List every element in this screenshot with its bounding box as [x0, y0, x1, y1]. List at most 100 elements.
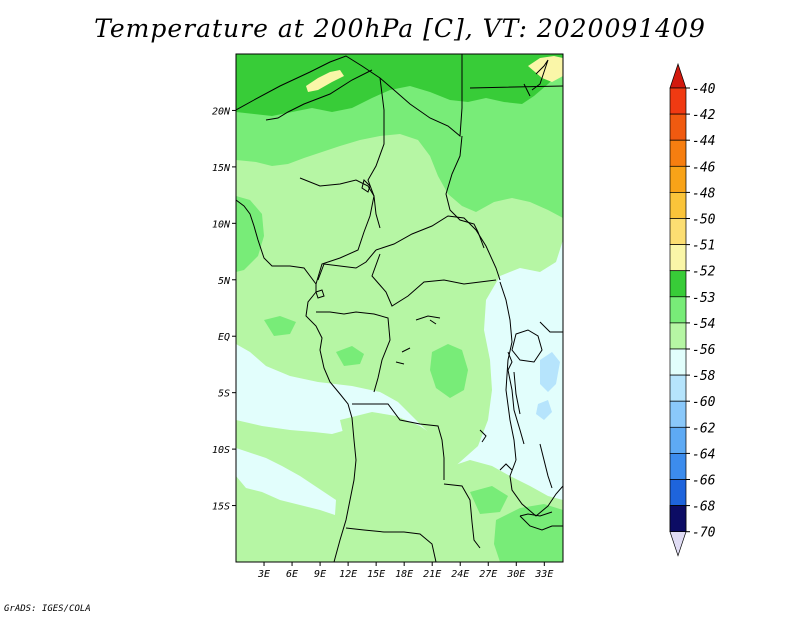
colorbar-label: -70	[692, 526, 716, 541]
lon-tick-label: 24E	[451, 569, 469, 580]
lon-tick-label: 9E	[314, 569, 326, 580]
country-borders	[236, 54, 563, 562]
lake-tanganyika	[507, 369, 525, 445]
colorbar-label: -64	[692, 447, 715, 462]
lat-tick-label: EQ	[218, 332, 230, 343]
border-car-south	[371, 253, 497, 307]
field-band-minus51-n	[306, 70, 344, 92]
lat-tick-label: 5N	[218, 276, 231, 287]
field-band-minus53-congo	[430, 344, 468, 398]
border-sudan-east	[469, 83, 563, 97]
lon-tick-label: 18E	[395, 569, 413, 580]
field-band-minus53-gulf	[264, 316, 296, 336]
island-bioko	[315, 289, 325, 299]
lat-tick-label: 5S	[218, 389, 230, 400]
border-zambia-east	[509, 459, 563, 517]
colorbar-swatch	[669, 453, 687, 480]
river-marks	[395, 315, 553, 517]
colorbar-swatch	[669, 218, 687, 245]
colorbar-bottom-arrow	[669, 531, 687, 557]
lon-tick-label: 33E	[534, 569, 553, 580]
colorbar-swatch	[669, 113, 687, 141]
lake-chad	[361, 179, 371, 193]
lat-tick-label: 15S	[212, 502, 230, 513]
colorbar-label: -50	[692, 213, 716, 228]
border-mozambique	[519, 515, 563, 531]
field-band-minus53-se	[494, 504, 563, 562]
lake-kivu	[507, 351, 513, 371]
colorbar-label: -62	[692, 421, 716, 436]
colorbar-label: -42	[692, 108, 716, 123]
colorbar-label: -48	[692, 186, 716, 201]
colorbar-swatch	[669, 139, 687, 167]
colorbar-label: -40	[692, 82, 716, 97]
border-niger-chad	[367, 77, 385, 229]
colorbar-swatch	[669, 165, 687, 193]
border-car	[375, 215, 501, 281]
field-band-minus53-congo2	[336, 346, 364, 366]
lon-tick-label: 12E	[339, 569, 357, 580]
colorbar-legend: -40 -42 -44 -46 -48 -50 -51 -52 -53 -54 -56 -58 -60 -…	[669, 62, 716, 557]
colorbar-swatch	[669, 348, 687, 376]
colorbar-top-arrow	[669, 62, 687, 89]
lat-tick-label: 20N	[212, 106, 231, 117]
map-frame	[235, 53, 564, 563]
colorbar-swatch	[669, 374, 687, 402]
field-band-minus53-west	[236, 196, 264, 272]
colorbar-label: -56	[692, 343, 716, 358]
colorbar-label: -52	[692, 265, 716, 280]
colorbar-label: -44	[692, 134, 715, 149]
map-title: Temperature at 200hPa [C], VT: 202009140…	[94, 14, 706, 43]
colorbar-swatch	[669, 192, 687, 219]
colorbar-swatch	[669, 322, 687, 350]
border-chad-sudan	[445, 135, 485, 249]
border-drc-east	[499, 281, 517, 461]
lon-tick-label: 6E	[286, 569, 298, 580]
colorbar-swatch	[669, 296, 687, 324]
colorbar-swatch	[669, 244, 687, 272]
colorbar-swatch	[669, 87, 687, 115]
colorbar-label: -60	[692, 395, 716, 410]
colorbar-label: -53	[692, 291, 715, 306]
field-band-minus58-east2	[536, 400, 552, 420]
border-angola-drc	[352, 403, 445, 480]
field-band-minus52	[236, 54, 563, 116]
border-gabon-congo	[316, 311, 391, 393]
colorbar-label: -66	[692, 474, 716, 489]
temperature-field	[236, 54, 563, 562]
border-cameroon	[317, 249, 377, 281]
colorbar-label: -68	[692, 500, 716, 515]
field-band-minus58-east	[540, 352, 560, 392]
lat-tick-label: 10S	[212, 445, 230, 456]
coastline-west	[236, 199, 357, 562]
lake-victoria	[511, 329, 543, 363]
colorbar-swatch	[669, 400, 687, 428]
longitude-axis: 3E 6E 9E 12E 15E 18E 21E 24E 27E 30E 33E	[257, 562, 553, 580]
border-mali-niger	[265, 69, 373, 121]
border-tanzania	[539, 321, 563, 333]
grads-credit: GrADS: IGES/COLA	[4, 604, 91, 614]
lon-tick-label: 3E	[257, 569, 270, 580]
lat-tick-label: 10N	[212, 219, 231, 230]
colorbar-swatch	[669, 426, 687, 454]
colorbar-swatch-bottom	[669, 505, 687, 533]
red-sea-coast	[531, 59, 549, 91]
lake-malawi	[539, 443, 553, 489]
colorbar-swatch	[669, 270, 687, 298]
colorbar-label: -54	[692, 317, 715, 332]
border-angola-namibia	[345, 527, 437, 562]
lon-tick-label: 15E	[367, 569, 385, 580]
field-band-minus53-south	[470, 486, 508, 514]
colorbar-label: -58	[692, 369, 716, 384]
field-band-minus54-sw	[340, 412, 452, 476]
lon-tick-label: 30E	[506, 569, 525, 580]
lon-tick-label: 27E	[479, 569, 497, 580]
colorbar-label: -46	[692, 160, 716, 175]
border-angola-zambia	[443, 483, 481, 549]
colorbar-label: -51	[692, 239, 715, 254]
latitude-axis: 20N 15N 10N 5N EQ 5S 10S 15S	[212, 106, 236, 513]
colorbar-swatch	[669, 479, 687, 506]
lat-tick-label: 15N	[212, 163, 231, 174]
border-nigeria	[299, 177, 375, 285]
